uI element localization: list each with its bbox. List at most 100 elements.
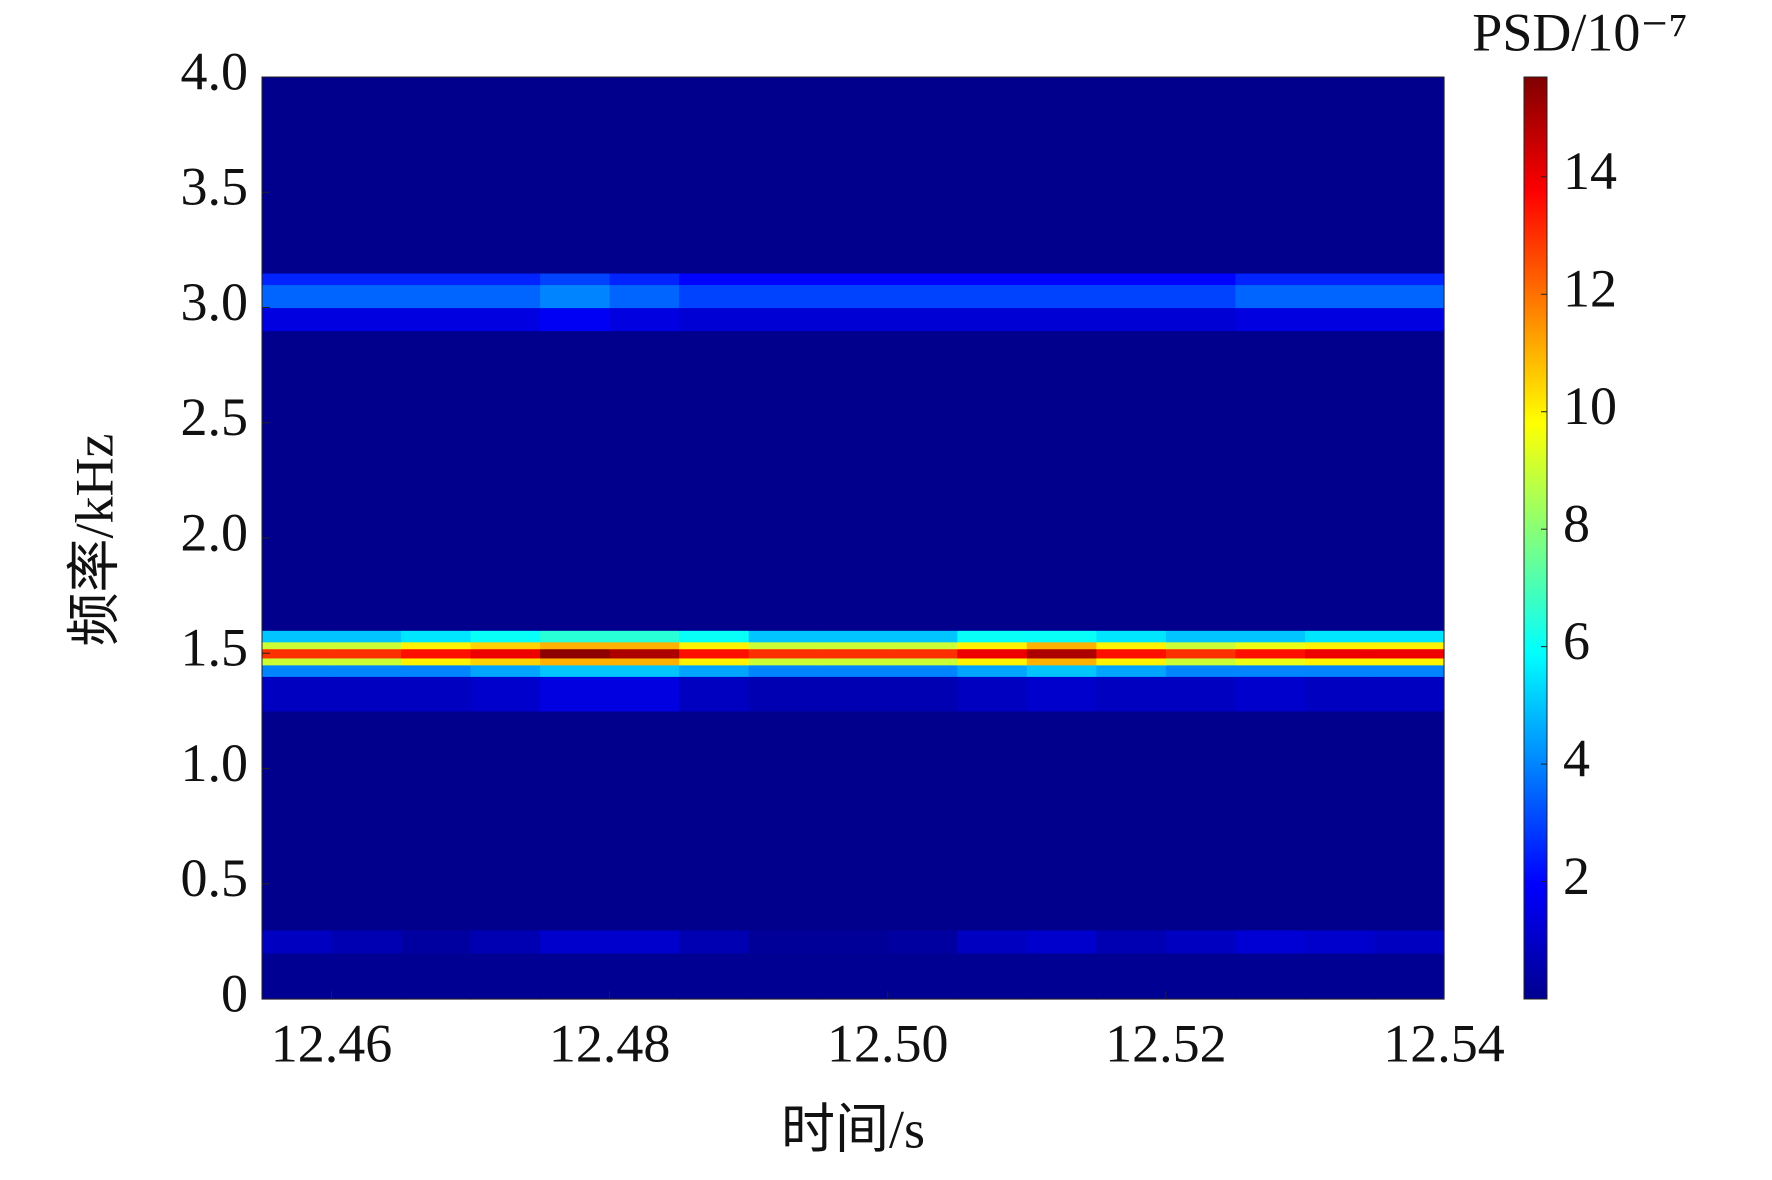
heatmap-cell bbox=[679, 929, 750, 954]
heatmap-cell bbox=[331, 929, 402, 954]
colorbar-tick-label: 2 bbox=[1563, 846, 1590, 906]
heatmap-cell bbox=[1304, 284, 1376, 309]
heatmap-cell bbox=[1026, 648, 1097, 659]
y-tick-label: 1.0 bbox=[181, 733, 249, 793]
heatmap-cell bbox=[679, 330, 750, 631]
heatmap-cell bbox=[262, 676, 333, 712]
heatmap-cell bbox=[748, 630, 819, 643]
heatmap-cell bbox=[1235, 657, 1306, 666]
heatmap-cell bbox=[1304, 664, 1376, 677]
heatmap-cell bbox=[609, 307, 680, 332]
heatmap-cell bbox=[470, 641, 541, 650]
heatmap-cell bbox=[331, 272, 402, 286]
heatmap-cell bbox=[331, 657, 402, 666]
heatmap-cell bbox=[609, 630, 680, 643]
heatmap-cell bbox=[1304, 676, 1376, 712]
heatmap-cell bbox=[887, 630, 958, 643]
y-tick-label: 3.0 bbox=[181, 272, 249, 332]
heatmap-cell bbox=[1374, 952, 1445, 1000]
heatmap-cell bbox=[679, 657, 750, 666]
heatmap-cell bbox=[1096, 77, 1167, 274]
heatmap-cell bbox=[262, 77, 333, 274]
heatmap-cell bbox=[609, 710, 680, 931]
heatmap-cell bbox=[1235, 710, 1306, 931]
colorbar-label: PSD/10⁻⁷ bbox=[1472, 2, 1687, 62]
heatmap-cell bbox=[1304, 272, 1376, 286]
x-tick-label: 12.54 bbox=[1383, 1013, 1505, 1073]
heatmap-cell bbox=[401, 641, 472, 650]
heatmap-cell bbox=[1374, 676, 1445, 712]
heatmap-cell bbox=[679, 630, 750, 643]
heatmap-cell bbox=[470, 657, 541, 666]
heatmap-cell bbox=[1096, 676, 1167, 712]
heatmap-cell bbox=[1304, 648, 1376, 659]
heatmap-cell bbox=[1096, 272, 1167, 286]
heatmap-cell bbox=[609, 664, 680, 677]
heatmap-cell bbox=[1304, 630, 1376, 643]
heatmap-cell bbox=[957, 648, 1028, 659]
heatmap-cell bbox=[609, 676, 680, 712]
heatmap-cell bbox=[470, 676, 541, 712]
heatmap-cell bbox=[401, 676, 472, 712]
heatmap-cell bbox=[818, 630, 889, 643]
heatmap-cell bbox=[1165, 664, 1237, 677]
heatmap-cell bbox=[1235, 77, 1306, 274]
heatmap-cell bbox=[1235, 307, 1306, 332]
heatmap-cell bbox=[748, 330, 819, 631]
heatmap-cell bbox=[470, 710, 541, 931]
heatmap-cell bbox=[540, 284, 611, 309]
heatmap-cell bbox=[540, 664, 611, 677]
heatmap-cell bbox=[887, 648, 958, 659]
heatmap-cell bbox=[887, 929, 958, 954]
colorbar-tick-label: 14 bbox=[1563, 141, 1617, 201]
heatmap-cell bbox=[1304, 641, 1376, 650]
heatmap-cell bbox=[331, 307, 402, 332]
heatmap-cell bbox=[887, 307, 958, 332]
y-tick-label: 2.5 bbox=[181, 387, 249, 447]
heatmap-cell bbox=[679, 710, 750, 931]
heatmap-cell bbox=[1096, 284, 1167, 309]
heatmap-cell bbox=[1096, 330, 1167, 631]
heatmap-cell bbox=[1304, 929, 1376, 954]
heatmap-cell bbox=[1235, 952, 1306, 1000]
heatmap-cell bbox=[887, 284, 958, 309]
heatmap-cell bbox=[331, 664, 402, 677]
heatmap-cell bbox=[818, 648, 889, 659]
heatmap-cell bbox=[540, 648, 611, 659]
heatmap-cell bbox=[818, 330, 889, 631]
colorbar-tick-label: 8 bbox=[1563, 494, 1590, 554]
heatmap-cell bbox=[1374, 77, 1445, 274]
x-tick-label: 12.52 bbox=[1105, 1013, 1227, 1073]
heatmap-cell bbox=[262, 284, 333, 309]
heatmap-cell bbox=[1374, 284, 1445, 309]
heatmap-cell bbox=[262, 648, 333, 659]
heatmap-cell bbox=[540, 641, 611, 650]
y-tick-label: 3.5 bbox=[181, 157, 249, 217]
heatmap-cell bbox=[748, 77, 819, 274]
heatmap-cell bbox=[1026, 77, 1097, 274]
heatmap-cell bbox=[1304, 657, 1376, 666]
heatmap-cell bbox=[818, 710, 889, 931]
heatmap-cell bbox=[1165, 657, 1237, 666]
heatmap-cell bbox=[540, 630, 611, 643]
heatmap-cell bbox=[1096, 630, 1167, 643]
heatmap-cell bbox=[470, 929, 541, 954]
x-tick-label: 12.50 bbox=[827, 1013, 949, 1073]
heatmap-cell bbox=[748, 952, 819, 1000]
heatmap-cell bbox=[331, 648, 402, 659]
heatmap-cell bbox=[470, 77, 541, 274]
heatmap-cell bbox=[1096, 648, 1167, 659]
heatmap-cell bbox=[1165, 272, 1237, 286]
heatmap-cell bbox=[957, 77, 1028, 274]
heatmap-cell bbox=[540, 272, 611, 286]
heatmap-cell bbox=[957, 710, 1028, 931]
heatmap-cell bbox=[1026, 284, 1097, 309]
heatmap-cell bbox=[540, 330, 611, 631]
y-tick-label: 4.0 bbox=[181, 41, 249, 101]
heatmap-cell bbox=[748, 657, 819, 666]
heatmap-cell bbox=[609, 272, 680, 286]
heatmap-cell bbox=[818, 77, 889, 274]
heatmap-cell bbox=[609, 929, 680, 954]
heatmap-cell bbox=[609, 952, 680, 1000]
heatmap-cell bbox=[262, 710, 333, 931]
